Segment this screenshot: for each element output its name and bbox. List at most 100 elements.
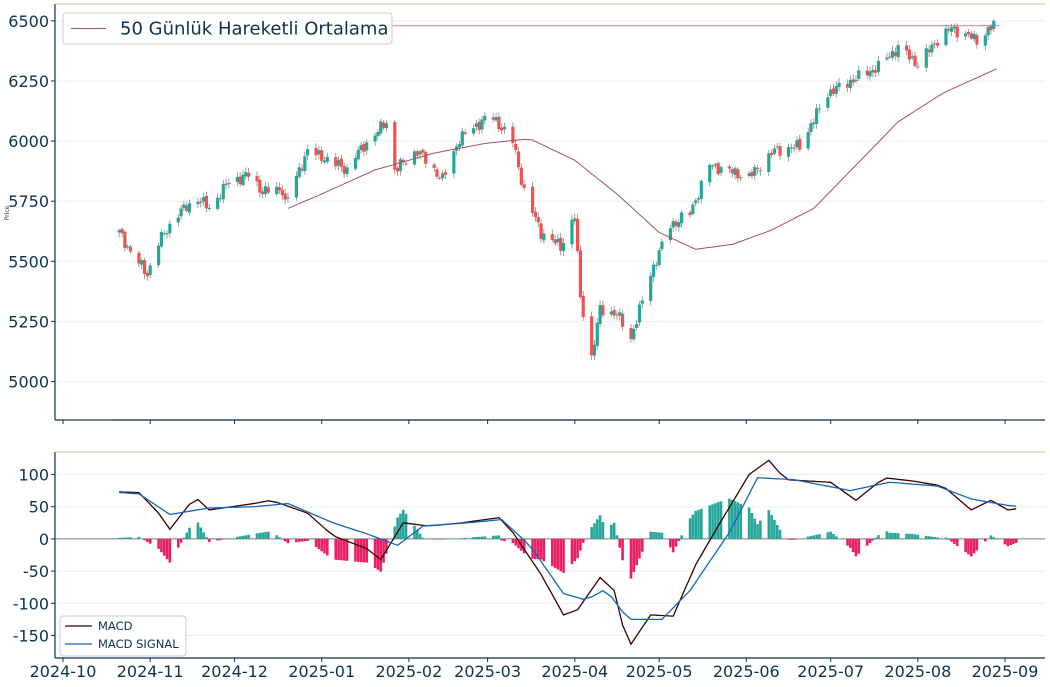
histogram-bar-negative	[872, 539, 875, 540]
histogram-bar-positive	[199, 527, 202, 538]
candle-down	[444, 172, 447, 175]
candle-up	[337, 160, 340, 165]
candle-up	[264, 186, 267, 194]
candle-up	[458, 144, 461, 147]
candle-down	[866, 71, 869, 76]
candle-down	[438, 178, 441, 179]
candle-up	[227, 183, 230, 184]
candle-down	[756, 168, 759, 169]
histogram-bar-negative	[562, 539, 565, 573]
candle-up	[140, 260, 143, 264]
candle-down	[576, 219, 579, 251]
histogram-bar-negative	[849, 539, 852, 548]
candle-down	[497, 117, 500, 129]
x-tick-label: 2024-10	[30, 662, 97, 681]
price-tick-label: 5750	[8, 192, 49, 211]
candle-up	[697, 198, 700, 199]
candle-up	[930, 45, 933, 53]
candle-down	[852, 79, 855, 82]
candle-down	[492, 117, 495, 119]
x-tick-label: 2025-01	[288, 662, 355, 681]
candle-down	[832, 88, 835, 93]
histogram-bar-positive	[655, 532, 658, 539]
candle-down	[613, 310, 616, 315]
histogram-bar-positive	[129, 537, 132, 539]
histogram-bar-negative	[143, 539, 146, 540]
candle-up	[118, 230, 121, 232]
price-legend: 50 Günlük Hareketli Ortalama	[63, 13, 392, 44]
histogram-bar-positive	[483, 536, 486, 538]
histogram-bar-negative	[543, 539, 546, 561]
candle-down	[778, 146, 781, 156]
candle-up	[188, 203, 191, 212]
histogram-bar-negative	[976, 539, 979, 551]
histogram-bar-negative	[219, 539, 222, 540]
histogram-bar-negative	[796, 539, 799, 540]
legend-ma-label: 50 Günlük Hareketli Ortalama	[120, 19, 388, 40]
candle-up	[868, 71, 871, 76]
candle-up	[542, 234, 545, 241]
candle-up	[638, 305, 641, 323]
histogram-bar-positive	[835, 536, 838, 539]
candle-up	[925, 48, 928, 67]
histogram-bar-negative	[846, 539, 849, 546]
histogram-bar-negative	[571, 539, 574, 564]
histogram-bar-positive	[756, 524, 759, 539]
candle-up	[618, 312, 621, 315]
histogram-bar-positive	[770, 515, 773, 539]
histogram-bar-positive	[197, 523, 200, 539]
candle-up	[818, 108, 821, 109]
candle-down	[947, 29, 950, 31]
candle-down	[731, 169, 734, 173]
histogram-bar-negative	[222, 539, 225, 540]
x-tick-label: 2025-07	[797, 662, 864, 681]
histogram-bar-negative	[984, 539, 987, 542]
histogram-bar-negative	[337, 539, 340, 560]
histogram-bar-positive	[481, 537, 484, 539]
histogram-bar-positive	[700, 509, 703, 539]
histogram-bar-positive	[188, 528, 191, 539]
candle-down	[267, 187, 270, 192]
histogram-bar-positive	[776, 525, 779, 539]
candle-down	[314, 148, 317, 155]
candle-down	[435, 169, 438, 176]
histogram-bar-positive	[737, 502, 740, 538]
candle-up	[807, 132, 810, 148]
candle-down	[750, 172, 753, 176]
candle-down	[520, 168, 523, 185]
candle-up	[680, 212, 683, 223]
histogram-bar-positive	[242, 536, 245, 539]
histogram-bar-positive	[945, 538, 948, 539]
candle-up	[216, 198, 219, 209]
histogram-bar-positive	[773, 520, 776, 539]
candle-up	[593, 345, 596, 356]
histogram-bar-positive	[458, 538, 461, 539]
candle-down	[601, 305, 604, 315]
histogram-bar-negative	[559, 539, 562, 571]
candle-down	[736, 169, 739, 178]
histogram-bar-negative	[306, 539, 309, 541]
macd-tick-label: 100	[18, 466, 49, 485]
candle-down	[205, 196, 208, 208]
histogram-bar-positive	[928, 536, 931, 539]
candle-down	[500, 128, 503, 131]
histogram-bar-negative	[340, 539, 343, 560]
candle-up	[598, 305, 601, 324]
candle-down	[185, 205, 188, 211]
histogram-bar-negative	[216, 539, 219, 541]
candle-up	[472, 128, 475, 133]
candle-down	[913, 56, 916, 66]
candle-down	[927, 50, 930, 53]
candle-up	[694, 200, 697, 203]
candle-up	[317, 150, 320, 154]
histogram-bar-positive	[118, 538, 121, 539]
x-tick-label: 2024-12	[201, 662, 268, 681]
candle-down	[258, 180, 261, 193]
histogram-bar-negative	[630, 539, 633, 579]
candle-up	[953, 27, 956, 29]
histogram-bar-negative	[557, 539, 560, 570]
histogram-bar-positive	[827, 532, 830, 539]
histogram-bar-negative	[374, 539, 377, 568]
histogram-bar-positive	[807, 537, 810, 539]
